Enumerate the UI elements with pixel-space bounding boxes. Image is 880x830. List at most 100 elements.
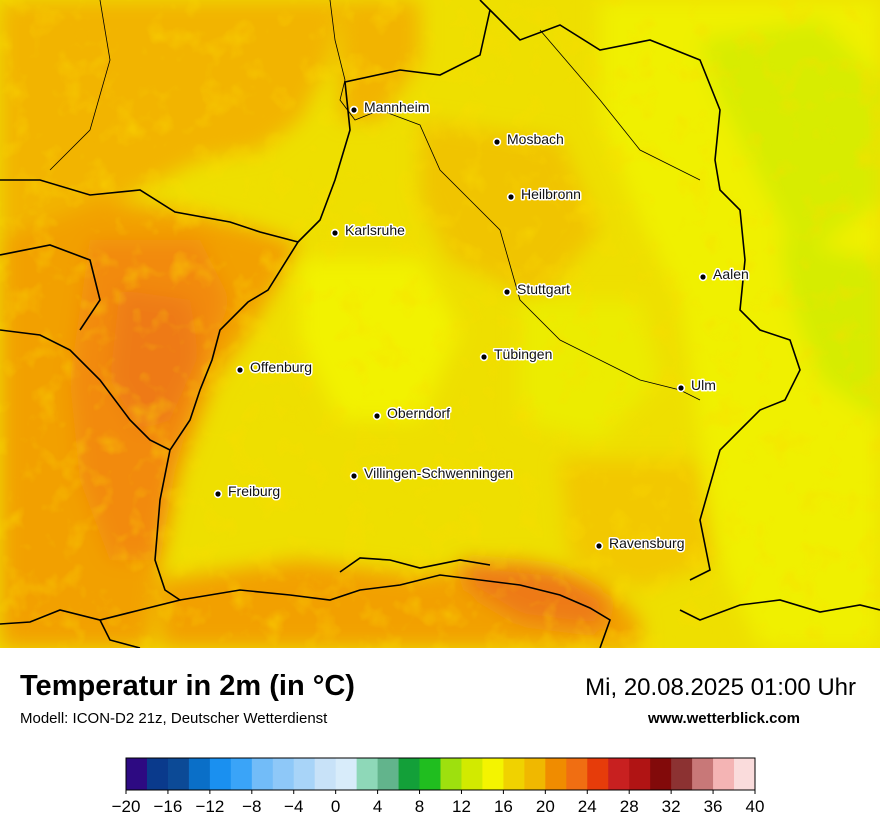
legend-swatch (608, 758, 630, 790)
legend-swatch (629, 758, 651, 790)
legend-tick-label: 32 (662, 797, 681, 816)
legend-tick-label: −4 (284, 797, 303, 816)
legend-tick-label: 4 (373, 797, 382, 816)
country-border (679, 599, 880, 621)
city-dot (374, 413, 380, 419)
legend-swatch (293, 758, 316, 790)
legend-tick-label: 12 (452, 797, 471, 816)
city-label: Stuttgart (517, 281, 570, 297)
legend-swatch (734, 758, 756, 790)
rivers (49, 0, 701, 401)
legend-swatch (587, 758, 609, 790)
city-dot (596, 543, 602, 549)
city-marker: Mosbach (492, 130, 565, 149)
legend-tick-label: −12 (195, 797, 224, 816)
legend-swatch (272, 758, 295, 790)
legend-swatch (188, 758, 211, 790)
country-border (339, 557, 491, 573)
legend-swatch (356, 758, 378, 790)
city-label: Aalen (713, 266, 749, 282)
city-label: Tübingen (494, 346, 552, 362)
city-marker: Oberndorf (372, 404, 452, 423)
map-title: Temperatur in 2m (in °C) (20, 670, 355, 702)
city-label: Mannheim (364, 99, 429, 115)
legend-tick-label: 36 (704, 797, 723, 816)
city-marker: Ulm (676, 376, 717, 395)
legend-tick-label: 40 (746, 797, 765, 816)
legend-swatch (230, 758, 253, 790)
city-dot (351, 473, 357, 479)
legend-swatch (482, 758, 504, 790)
city-marker: Tübingen (479, 345, 554, 364)
legend-swatch (650, 758, 672, 790)
city-marker: Freiburg (213, 482, 282, 501)
legend-tick-label: 8 (415, 797, 424, 816)
city-dot (508, 194, 514, 200)
legend-tick-label: 28 (620, 797, 639, 816)
city-marker: Offenburg (235, 358, 314, 377)
legend-swatch (377, 758, 399, 790)
legend-tick-label: 24 (578, 797, 597, 816)
city-label: Heilbronn (521, 186, 581, 202)
city-label: Oberndorf (387, 405, 450, 421)
city-label: Mosbach (507, 131, 564, 147)
city-dot (494, 139, 500, 145)
country-border (0, 244, 101, 331)
legend-swatch (251, 758, 274, 790)
city-dot (678, 385, 684, 391)
city-marker: Ravensburg (594, 534, 686, 553)
city-dot (504, 289, 510, 295)
country-border (0, 329, 171, 451)
city-markers: Mannheim Mosbach Heilbronn Karlsruhe Aalen St… (213, 98, 750, 553)
legend-swatch (566, 758, 588, 790)
legend-swatch (713, 758, 735, 790)
color-legend: −20 −16 −12 −8 −4 0 4 8 12 16 20 24 28 32 36 40 (112, 757, 765, 816)
legend-swatch (167, 758, 190, 790)
city-marker: Karlsruhe (330, 221, 407, 240)
city-marker: Stuttgart (502, 280, 572, 299)
model-source: Modell: ICON-D2 21z, Deutscher Wetterdie… (20, 710, 328, 727)
city-marker: Aalen (698, 265, 750, 284)
city-label: Karlsruhe (345, 222, 405, 238)
legend-swatch (503, 758, 525, 790)
legend-swatch (440, 758, 462, 790)
city-label: Offenburg (250, 359, 312, 375)
city-marker: Mannheim (349, 98, 431, 117)
country-border (99, 619, 141, 648)
city-label: Ravensburg (609, 535, 685, 551)
legend-swatch (545, 758, 567, 790)
country-border (179, 574, 611, 648)
state-border (489, 9, 801, 581)
city-marker: Heilbronn (506, 185, 582, 204)
legend-tick-label: 0 (331, 797, 340, 816)
legend-frame (125, 757, 756, 791)
legend-swatch (398, 758, 420, 790)
legend-swatch (335, 758, 358, 790)
temperature-map: Mannheim Mosbach Heilbronn Karlsruhe Aalen St… (0, 0, 880, 648)
city-dot (215, 491, 221, 497)
legend-swatch (126, 758, 148, 790)
legend-tick-label: −16 (154, 797, 183, 816)
legend-swatch (209, 758, 232, 790)
borders (0, 0, 880, 648)
city-dot (351, 107, 357, 113)
legend-tick-label: 20 (536, 797, 555, 816)
legend-swatch (671, 758, 693, 790)
city-dot (700, 274, 706, 280)
legend-tick-label: 16 (494, 797, 513, 816)
city-label: Ulm (691, 377, 716, 393)
city-dot (237, 367, 243, 373)
city-label: Villingen-Schwenningen (364, 465, 513, 481)
legend-swatch (461, 758, 483, 790)
legend-tick-label: −20 (112, 797, 141, 816)
legend-swatch (419, 758, 441, 790)
legend-swatch (146, 758, 169, 790)
city-dot (481, 354, 487, 360)
legend-swatch (524, 758, 546, 790)
city-dot (332, 230, 338, 236)
state-border (0, 179, 300, 625)
state-border (297, 0, 491, 243)
legend-swatch (314, 758, 337, 790)
website-link[interactable]: www.wetterblick.com (648, 710, 800, 727)
legend-swatch (692, 758, 714, 790)
